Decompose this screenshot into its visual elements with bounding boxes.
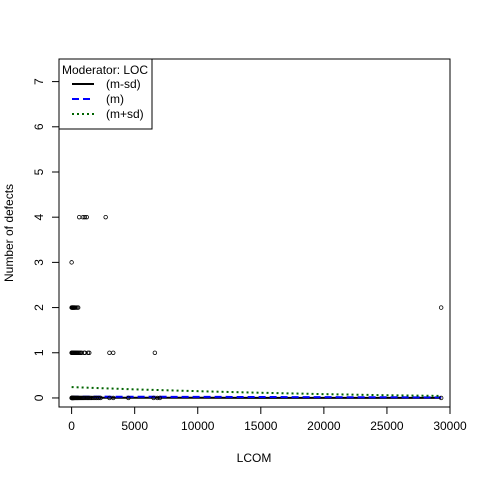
x-axis: 0 5000 10000 15000 20000 25000 30000 <box>68 406 467 433</box>
data-point <box>96 395 101 401</box>
y-tick-label: 3 <box>32 259 46 266</box>
y-tick-label: 1 <box>32 349 46 356</box>
data-point <box>103 214 108 220</box>
legend-entries: (m-sd)(m)(m+sd) <box>72 77 144 121</box>
x-tick-label: 0 <box>68 419 75 433</box>
data-point <box>111 395 116 401</box>
data-point <box>69 260 74 265</box>
data-point <box>82 214 88 220</box>
data-point <box>438 305 444 310</box>
points-layer <box>69 214 444 401</box>
y-axis: 0 1 2 3 4 5 6 7 <box>32 78 60 401</box>
x-tick-label: 25000 <box>370 419 404 433</box>
y-tick-label: 0 <box>32 394 46 401</box>
legend-title: Moderator: LOC <box>62 63 148 77</box>
legend-label: (m) <box>106 92 124 106</box>
data-point <box>155 395 160 401</box>
data-point <box>79 350 84 355</box>
data-point <box>111 350 116 355</box>
x-tick-label: 30000 <box>433 419 467 433</box>
legend-label: (m+sd) <box>106 107 144 121</box>
data-point <box>84 214 89 220</box>
y-tick-label: 5 <box>32 168 46 175</box>
data-point <box>152 350 158 355</box>
data-point <box>98 395 103 401</box>
data-point <box>87 350 92 355</box>
y-tick-label: 4 <box>32 214 46 221</box>
legend-label: (m-sd) <box>106 77 141 91</box>
x-tick-label: 20000 <box>307 419 341 433</box>
y-tick-label: 7 <box>32 78 46 85</box>
x-axis-title: LCOM <box>237 451 272 465</box>
legend: Moderator: LOC (m-sd)(m)(m+sd) <box>58 58 153 130</box>
x-tick-label: 5000 <box>121 419 148 433</box>
x-tick-label: 15000 <box>244 419 278 433</box>
data-point <box>126 395 131 401</box>
y-axis-title: Number of defects <box>2 184 16 282</box>
legend-box <box>58 58 153 130</box>
series-layer <box>71 386 442 399</box>
data-point <box>75 305 81 310</box>
y-tick-label: 6 <box>32 123 46 130</box>
x-tick-label: 10000 <box>181 419 215 433</box>
series-line <box>71 386 442 397</box>
y-tick-label: 2 <box>32 304 46 311</box>
data-point <box>438 395 444 401</box>
series-line <box>71 395 442 399</box>
data-point <box>82 350 88 355</box>
data-point <box>157 395 163 401</box>
